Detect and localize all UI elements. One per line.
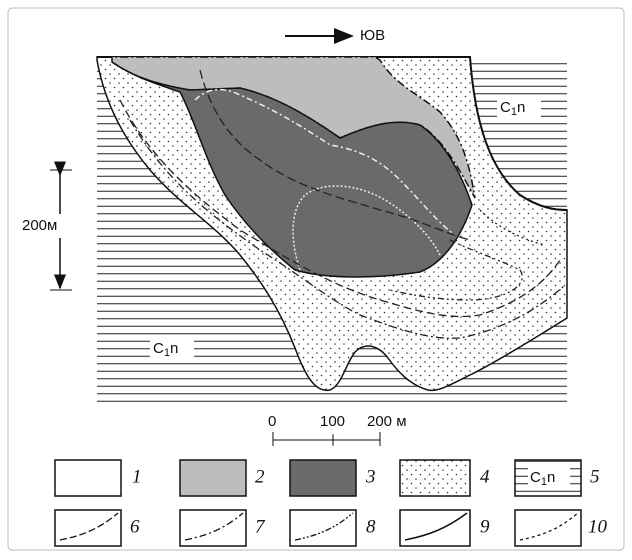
text-part: n (517, 99, 525, 116)
legend-number: 6 (130, 516, 140, 537)
legend-number: 2 (255, 466, 265, 487)
shape (400, 460, 470, 496)
legend-number: 5 (590, 466, 600, 487)
text-part: n (547, 469, 555, 486)
scale-label: 0 (268, 413, 276, 430)
shape (290, 460, 356, 496)
shape (55, 510, 121, 546)
shape (400, 510, 470, 546)
shape (290, 510, 356, 546)
shape (55, 460, 121, 496)
legend-number: 10 (588, 516, 608, 537)
legend-number: 3 (365, 466, 376, 487)
text-part: C (500, 99, 511, 116)
direction-label: ЮВ (360, 27, 385, 44)
shape (180, 510, 246, 546)
legend-number: 4 (480, 466, 490, 487)
shape (180, 460, 246, 496)
scale-label: 100 (320, 413, 345, 430)
map: C1n C1n (97, 57, 567, 405)
diagram: ЮВ C1n C1n 200м 0 100 200 м (0, 0, 632, 555)
scale-label: 200 м (367, 413, 407, 430)
shape (515, 510, 581, 546)
legend-number: 7 (255, 516, 266, 537)
vertical-scale-label: 200м (22, 217, 57, 234)
legend-number: 1 (132, 466, 142, 487)
text-part: n (170, 340, 178, 357)
text-part: C (530, 469, 541, 486)
text-part: C (153, 340, 164, 357)
legend-number: 8 (366, 516, 376, 537)
legend-number: 9 (480, 516, 490, 537)
